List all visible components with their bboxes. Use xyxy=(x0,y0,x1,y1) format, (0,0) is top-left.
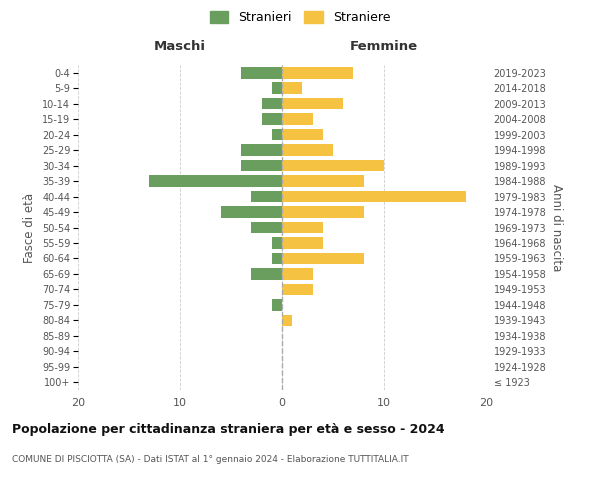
Bar xyxy=(282,314,292,326)
Bar xyxy=(241,144,282,156)
Bar xyxy=(282,98,343,110)
Bar xyxy=(282,222,323,234)
Bar xyxy=(272,129,282,140)
Bar xyxy=(272,299,282,310)
Bar xyxy=(282,160,384,172)
Bar xyxy=(241,67,282,78)
Bar xyxy=(282,190,466,202)
Bar xyxy=(282,144,333,156)
Bar xyxy=(282,268,313,280)
Text: Popolazione per cittadinanza straniera per età e sesso - 2024: Popolazione per cittadinanza straniera p… xyxy=(12,422,445,436)
Y-axis label: Anni di nascita: Anni di nascita xyxy=(550,184,563,271)
Bar xyxy=(282,82,302,94)
Bar xyxy=(282,129,323,140)
Text: Femmine: Femmine xyxy=(350,40,418,52)
Bar xyxy=(241,160,282,172)
Bar xyxy=(251,222,282,234)
Bar xyxy=(262,98,282,110)
Bar xyxy=(282,176,364,187)
Bar xyxy=(251,190,282,202)
Bar xyxy=(282,252,364,264)
Bar xyxy=(272,237,282,249)
Bar xyxy=(282,284,313,295)
Legend: Stranieri, Straniere: Stranieri, Straniere xyxy=(205,6,395,29)
Bar xyxy=(272,82,282,94)
Text: Maschi: Maschi xyxy=(154,40,206,52)
Bar xyxy=(251,268,282,280)
Bar xyxy=(272,252,282,264)
Bar xyxy=(282,206,364,218)
Bar xyxy=(282,237,323,249)
Bar xyxy=(149,176,282,187)
Bar xyxy=(282,67,353,78)
Bar xyxy=(221,206,282,218)
Y-axis label: Fasce di età: Fasce di età xyxy=(23,192,37,262)
Bar xyxy=(282,114,313,125)
Text: COMUNE DI PISCIOTTA (SA) - Dati ISTAT al 1° gennaio 2024 - Elaborazione TUTTITAL: COMUNE DI PISCIOTTA (SA) - Dati ISTAT al… xyxy=(12,455,409,464)
Bar xyxy=(262,114,282,125)
